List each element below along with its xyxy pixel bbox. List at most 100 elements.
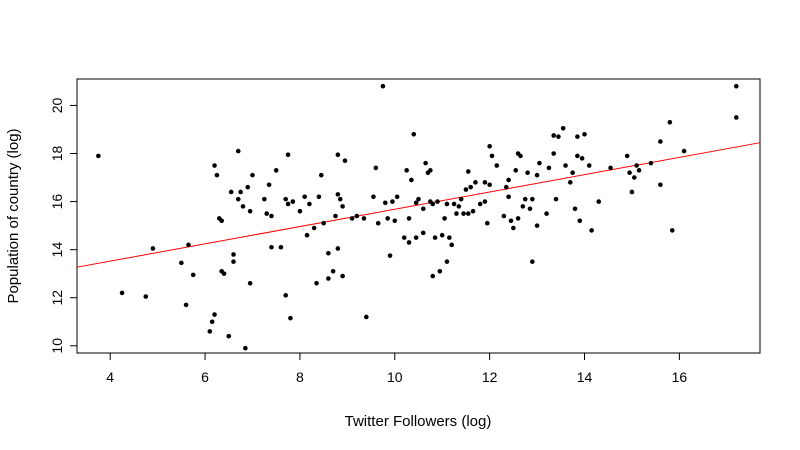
data-point — [589, 228, 594, 233]
x-tick-label: 16 — [672, 369, 688, 385]
data-point — [228, 189, 234, 195]
data-point — [437, 268, 443, 274]
x-tick-label: 14 — [577, 369, 593, 385]
data-point — [401, 235, 407, 240]
data-point — [183, 302, 189, 308]
data-point — [375, 220, 381, 226]
data-point — [283, 196, 288, 202]
data-point — [349, 216, 355, 221]
data-point — [461, 211, 466, 216]
plot-frame — [76, 78, 761, 354]
data-point — [143, 294, 149, 299]
data-point — [634, 163, 639, 168]
data-point — [733, 115, 739, 120]
data-point — [506, 194, 511, 200]
data-point — [477, 201, 483, 207]
y-tick-label: 18 — [49, 146, 65, 162]
data-point — [501, 213, 507, 219]
data-point — [371, 194, 376, 200]
data-point — [326, 276, 331, 281]
x-tick-label: 4 — [106, 369, 114, 385]
data-point — [487, 143, 492, 149]
data-point — [608, 165, 613, 171]
data-point — [209, 319, 215, 325]
data-point — [544, 211, 549, 216]
y-axis-title: Population of country (log) — [5, 128, 22, 303]
data-point — [648, 160, 654, 166]
x-axis-title: Twitter Followers (log) — [345, 413, 492, 430]
data-point — [522, 196, 528, 202]
data-point — [285, 152, 291, 158]
data-point — [439, 232, 445, 238]
data-point — [463, 187, 469, 192]
data-point — [413, 200, 419, 206]
data-point — [221, 271, 227, 276]
data-point — [556, 134, 561, 139]
data-point — [380, 83, 386, 89]
data-point — [302, 194, 307, 200]
data-point — [494, 163, 500, 168]
data-point — [226, 333, 232, 339]
data-point — [579, 156, 585, 161]
data-point — [235, 196, 241, 202]
y-tick-label: 10 — [49, 338, 65, 354]
data-points — [96, 83, 739, 351]
data-point — [681, 148, 687, 154]
data-point — [150, 246, 156, 251]
data-point — [470, 208, 476, 214]
data-point — [382, 200, 388, 206]
data-point — [207, 329, 213, 334]
y-tick-label: 16 — [49, 194, 65, 210]
data-point — [354, 213, 360, 219]
data-point — [468, 184, 473, 190]
data-point — [560, 125, 566, 131]
data-point — [449, 242, 455, 248]
data-point — [406, 240, 412, 245]
data-point — [636, 168, 642, 173]
data-point — [506, 177, 511, 183]
data-point — [245, 184, 251, 190]
data-point — [447, 235, 452, 240]
data-point — [582, 131, 587, 137]
data-point — [420, 230, 426, 236]
data-point — [333, 213, 338, 219]
data-point — [487, 182, 492, 188]
data-point — [511, 225, 516, 231]
data-point — [667, 119, 673, 125]
data-point — [430, 201, 436, 207]
data-point — [444, 259, 450, 264]
data-point — [190, 272, 196, 278]
data-point — [314, 280, 319, 286]
data-point — [430, 273, 436, 279]
y-tick-label: 14 — [49, 242, 65, 258]
data-point — [413, 235, 419, 240]
data-point — [264, 211, 270, 216]
data-point — [342, 158, 348, 164]
data-point — [262, 196, 267, 202]
data-point — [96, 153, 101, 159]
data-point — [304, 232, 310, 238]
data-point — [266, 182, 272, 188]
data-point — [411, 131, 417, 137]
data-point — [432, 235, 438, 240]
data-point — [373, 165, 379, 171]
data-point — [428, 168, 433, 173]
data-point — [340, 273, 345, 279]
data-point — [243, 345, 248, 351]
data-point — [534, 172, 540, 178]
data-point — [530, 259, 535, 264]
data-point — [658, 139, 663, 144]
data-point — [456, 204, 462, 209]
data-point — [515, 216, 521, 221]
data-point — [624, 153, 630, 159]
data-point — [525, 170, 530, 176]
data-point — [392, 218, 398, 224]
data-point — [394, 194, 400, 200]
y-tick-label: 12 — [49, 290, 65, 306]
data-point — [572, 206, 578, 212]
data-point — [250, 172, 255, 178]
data-point — [444, 201, 450, 207]
data-point — [489, 153, 495, 159]
data-point — [326, 250, 331, 256]
data-point — [247, 280, 253, 286]
